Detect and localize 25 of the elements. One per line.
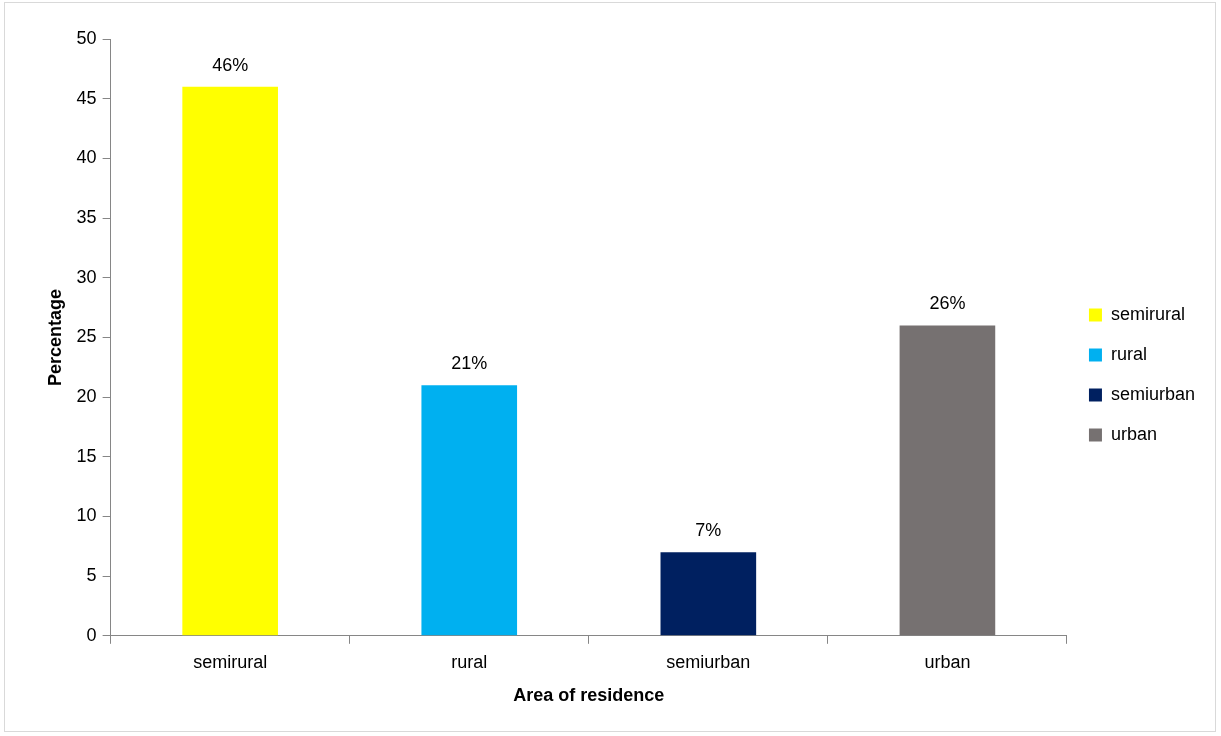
y-tick-label: 15: [76, 445, 97, 466]
x-tick-label: rural: [451, 651, 488, 672]
legend-label: semiurban: [1110, 383, 1196, 404]
data-label: 46%: [212, 54, 249, 75]
legend-label: rural: [1110, 343, 1147, 364]
y-tick-label: 45: [76, 87, 97, 108]
x-tick-label: urban: [924, 651, 971, 672]
data-label: 21%: [451, 353, 488, 374]
data-label: 7%: [695, 520, 722, 541]
y-tick-label: 35: [76, 207, 97, 228]
legend-label: semirural: [1110, 303, 1185, 324]
x-axis-title: Area of residence: [513, 685, 665, 706]
y-tick-label: 25: [76, 326, 97, 347]
x-tick-label: semiurban: [666, 651, 751, 672]
y-tick-label: 0: [86, 624, 97, 645]
x-tick-label: semirural: [193, 651, 268, 672]
data-label: 26%: [929, 293, 966, 314]
y-tick-label: 20: [76, 386, 97, 407]
y-tick-label: 30: [76, 266, 97, 287]
y-tick-label: 5: [86, 565, 97, 586]
y-tick-label: 10: [76, 505, 97, 526]
y-tick-label: 40: [76, 147, 97, 168]
legend-label: urban: [1110, 423, 1158, 444]
y-axis-title: Percentage: [44, 288, 65, 386]
y-tick-label: 50: [76, 27, 97, 48]
